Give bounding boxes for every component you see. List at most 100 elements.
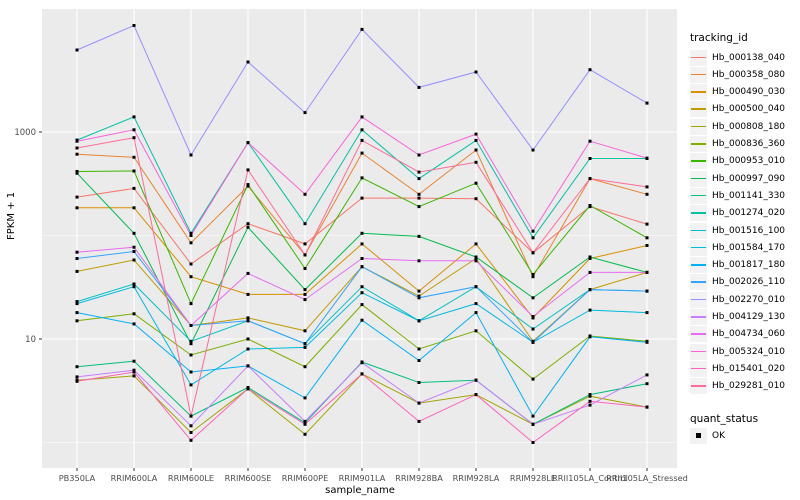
legend-item-label: Hb_000358_080: [712, 69, 786, 80]
legend-item: Hb_029281_010: [690, 378, 785, 395]
x-tick-label: RRII105LA_Control: [552, 473, 628, 483]
legend-item-label: Hb_000997_090: [712, 173, 786, 184]
legend-color-line: [691, 177, 706, 180]
legend-color-line: [691, 125, 706, 128]
legend-item-label: Hb_001817_180: [712, 260, 786, 271]
legend-key: [690, 326, 707, 343]
legend-item-label: Hb_002026_110: [712, 277, 786, 288]
legend-key: [690, 257, 707, 274]
legend-item: Hb_004129_130: [690, 309, 785, 326]
legend-item: Hb_002270_010: [690, 291, 785, 308]
legend-item-label: Hb_029281_010: [712, 381, 786, 392]
panel-background: [42, 9, 677, 468]
legend-item-label: Hb_001516_100: [712, 225, 786, 236]
x-tick-label: RRIM600LE: [168, 473, 214, 483]
legend-item: Hb_001274_020: [690, 205, 785, 222]
legend-status-label: OK: [712, 430, 725, 441]
legend-color-line: [691, 350, 706, 353]
legend-key: [690, 187, 707, 204]
y-tick-label: 10: [25, 335, 36, 345]
legend-color-line: [691, 160, 706, 162]
legend-item-label: Hb_000808_180: [712, 121, 786, 132]
x-tick-label: RRIM600SE: [225, 473, 272, 483]
x-tick-label: RRIM928BA: [395, 473, 443, 483]
legend-color-line: [691, 91, 706, 93]
legend-item: Hb_005324_010: [690, 343, 785, 360]
legend-color-line: [691, 367, 706, 370]
legend-color-line: [691, 56, 706, 59]
legend-item: Hb_000953_010: [690, 153, 785, 170]
legend-item-label: Hb_000500_040: [712, 104, 786, 115]
legend-key: [690, 427, 707, 444]
legend-item-label: Hb_000953_010: [712, 156, 786, 167]
legend-key: [690, 84, 707, 101]
legend-item-label: Hb_000138_040: [712, 52, 786, 63]
legend-item: Hb_000138_040: [690, 49, 785, 66]
legend-key: [690, 378, 707, 395]
legend-item-label: Hb_015401_020: [712, 363, 786, 374]
y-axis-title: FPKM + 1: [6, 191, 17, 240]
legend-key: [690, 274, 707, 291]
legend-color-line: [691, 73, 706, 76]
legend-key: [690, 49, 707, 66]
legend-item: Hb_000490_030: [690, 84, 785, 101]
legend-item: Hb_000836_360: [690, 136, 785, 153]
black-square-marker-icon: [696, 433, 701, 438]
legend-color-line: [691, 212, 706, 214]
legend-key: [690, 205, 707, 222]
y-tick-label: 1000: [14, 128, 36, 138]
legend-title-tracking-id: tracking_id: [690, 32, 748, 44]
legend-item: Hb_001584_170: [690, 239, 785, 256]
legend-color-line: [691, 246, 706, 249]
legend-color-line: [691, 281, 706, 283]
legend-color-line: [691, 108, 706, 110]
legend-color-line: [691, 385, 706, 387]
x-tick-label: RRIM600PE: [282, 473, 329, 483]
legend-item-label: Hb_000490_030: [712, 87, 786, 98]
legend-key: [690, 360, 707, 377]
legend-key: [690, 153, 707, 170]
axis-ticks: [39, 131, 648, 471]
legend-key: [690, 309, 707, 325]
legend-item-label: Hb_004129_130: [712, 312, 786, 322]
legend-key: [690, 118, 707, 135]
legend-item: Hb_001141_330: [690, 187, 785, 204]
legend-key: [690, 343, 707, 360]
legend-key: [690, 136, 707, 152]
x-axis-title: sample_name: [325, 485, 395, 496]
legend-item-label: Hb_005324_010: [712, 346, 786, 357]
legend-item-label: Hb_004734_060: [712, 329, 786, 340]
legend-color-line: [691, 298, 706, 301]
legend-key: [690, 239, 707, 256]
legend-color-line: [691, 264, 706, 266]
x-tick-label: RRII105LA_Stressed: [606, 473, 688, 483]
legend-item: Hb_000808_180: [690, 118, 785, 135]
legend-item: Hb_015401_020: [690, 360, 785, 377]
legend-color-line: [691, 194, 706, 197]
legend-color-line: [691, 316, 706, 318]
x-tick-label: RRIM901LA: [339, 473, 386, 483]
legend-title-quant-status: quant_status: [690, 413, 759, 425]
legend-item: Hb_000997_090: [690, 170, 785, 187]
legend-item: Hb_001817_180: [690, 257, 785, 274]
legend-key: [690, 291, 707, 308]
legend-item-label: Hb_002270_010: [712, 294, 786, 305]
legend-color-line: [691, 229, 706, 232]
legend-item-label: Hb_001141_330: [712, 190, 786, 201]
legend-key: [690, 66, 707, 83]
x-tick-label: RRIM928LA: [453, 473, 500, 483]
legend-color-line: [691, 333, 706, 335]
legend-item-label: Hb_001584_170: [712, 242, 786, 253]
legend-item: Hb_000500_040: [690, 101, 785, 118]
legend-item: Hb_002026_110: [690, 274, 785, 291]
x-tick-label: RRIM928LE: [510, 473, 556, 483]
x-tick-label: PB350LA: [59, 473, 96, 483]
legend-status-item: OK: [690, 427, 725, 444]
legend-key: [690, 222, 707, 239]
legend-item: Hb_004734_060: [690, 326, 785, 343]
data-points: [75, 24, 649, 444]
legend-item: Hb_000358_080: [690, 66, 785, 83]
legend-color-line: [691, 143, 706, 145]
